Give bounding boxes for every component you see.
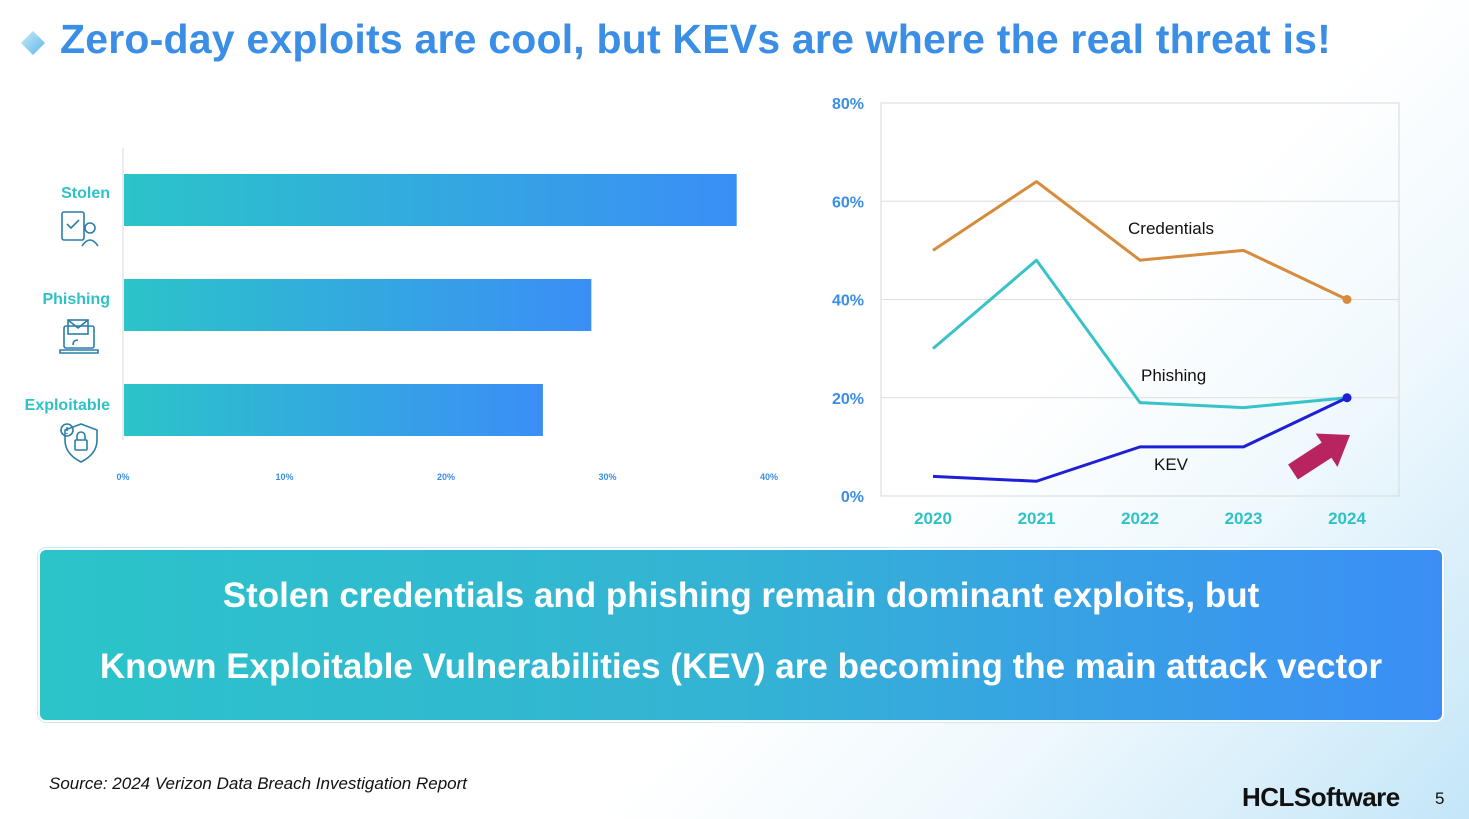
bar-label-phishing: Phishing <box>42 291 110 308</box>
bar-xtick-30: 30% <box>598 472 616 482</box>
exploit-shield-lock-icon <box>60 423 98 463</box>
bar-xtick-20: 20% <box>437 472 455 482</box>
bar-xtick-40: 40% <box>760 472 778 482</box>
diamond-bullet-icon <box>21 31 45 55</box>
xtick-2023: 2023 <box>1225 509 1263 528</box>
series-line-phishing <box>932 258 1348 410</box>
bar-exploitable <box>124 384 543 436</box>
banner-line-1: Stolen credentials and phishing remain d… <box>222 576 1260 615</box>
bar-label-exploitable: Exploitable <box>25 397 110 414</box>
series-line-kev <box>932 396 1348 483</box>
xtick-2021: 2021 <box>1018 509 1056 528</box>
bar-xtick-0: 0% <box>116 472 129 482</box>
series-label-phishing: Phishing <box>1141 366 1206 385</box>
slide-title: Zero-day exploits are cool, but KEVs are… <box>60 16 1331 62</box>
page-number: 5 <box>1435 789 1445 808</box>
hcl-software-logo: HCLSoftware <box>1242 782 1400 812</box>
bar-stolen <box>124 174 737 226</box>
up-trend-arrow-icon <box>1288 433 1351 480</box>
ytick-0: 0% <box>841 489 864 506</box>
bar-xtick-10: 10% <box>275 472 293 482</box>
key-takeaway-banner: Stolen credentials and phishing remain d… <box>38 548 1444 722</box>
series-endpoint-credentials <box>1342 295 1352 304</box>
bar-phishing <box>124 279 592 331</box>
credential-card-icon <box>61 211 99 247</box>
line-chart: 0% 20% 40% 60% 80% 2020 2021 2022 2023 2024 Cred… <box>832 96 1400 528</box>
banner-line-2: Known Exploitable Vulnerabilities (KEV) … <box>99 647 1383 686</box>
bar-chart: Stolen Phishing Exploitable 0% 10% 20% 30% 40% <box>25 148 778 482</box>
bar-label-stolen: Stolen <box>61 185 110 202</box>
series-label-kev: KEV <box>1154 455 1189 474</box>
series-endpoint-kev <box>1342 393 1352 403</box>
xtick-2020: 2020 <box>914 509 952 528</box>
ytick-80: 80% <box>832 96 864 113</box>
phishing-envelope-laptop-icon <box>59 319 99 354</box>
ytick-20: 20% <box>832 391 864 408</box>
series-line-credentials <box>932 180 1348 301</box>
source-citation: Source: 2024 Verizon Data Breach Investi… <box>49 774 468 793</box>
xtick-2022: 2022 <box>1121 509 1159 528</box>
ytick-60: 60% <box>832 194 864 211</box>
ytick-40: 40% <box>832 293 864 310</box>
series-label-credentials: Credentials <box>1128 219 1214 238</box>
xtick-2024: 2024 <box>1328 509 1366 528</box>
